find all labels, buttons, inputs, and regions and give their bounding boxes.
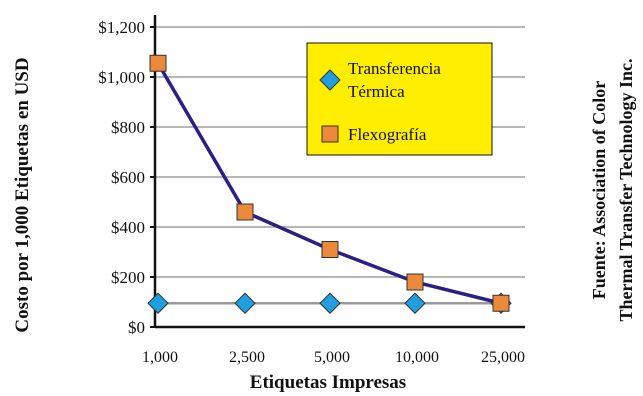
y-tick-label: $1,000 [98,68,145,87]
y-axis-ticks: $0 $200 $400 $600 $800 $1,000 $1,200 [98,18,155,337]
data-point-square [236,203,254,221]
series-layer [147,54,512,314]
legend-label: Transferencia [348,59,441,78]
x-axis-ticks: 1,000 2,500 5,000 10,000 25,000 [142,349,525,366]
y-tick-label: $400 [111,218,145,237]
data-point-diamond [234,292,256,314]
source-line-2: Thermal Transfer Technology Inc. [616,58,636,321]
data-point-diamond [147,292,169,314]
y-tick-label: $1,200 [98,18,145,37]
x-tick-label: 25,000 [481,349,525,366]
y-axis-title: Costo por 1,000 Etiquetas en USD [12,57,33,332]
data-point-square [406,273,424,291]
y-tick-label: $600 [111,168,145,187]
data-point-square [321,241,339,258]
legend-label: Térmica [348,82,405,101]
legend-marker-square [321,125,339,143]
legend-marker-diamond [319,69,341,91]
y-tick-label: $0 [128,318,145,337]
x-tick-label: 2,500 [229,349,265,366]
source-line-1: Fuente: Association of Color [589,81,609,299]
data-point-diamond [404,292,426,314]
data-point-diamond [319,292,341,314]
x-axis-title: Etiquetas Impresas [250,372,406,393]
legend: Transferencia Térmica Flexografía [306,42,493,156]
y-tick-label: $200 [111,268,145,287]
source-note: Fuente: Association of Color Thermal Tra… [589,58,636,321]
legend-label: Flexografía [348,125,427,144]
x-tick-label: 10,000 [395,349,439,366]
y-tick-label: $800 [111,118,145,137]
x-tick-label: 5,000 [314,349,350,366]
x-tick-label: 1,000 [142,349,178,366]
data-point-square [492,294,510,312]
data-point-square [149,54,167,72]
